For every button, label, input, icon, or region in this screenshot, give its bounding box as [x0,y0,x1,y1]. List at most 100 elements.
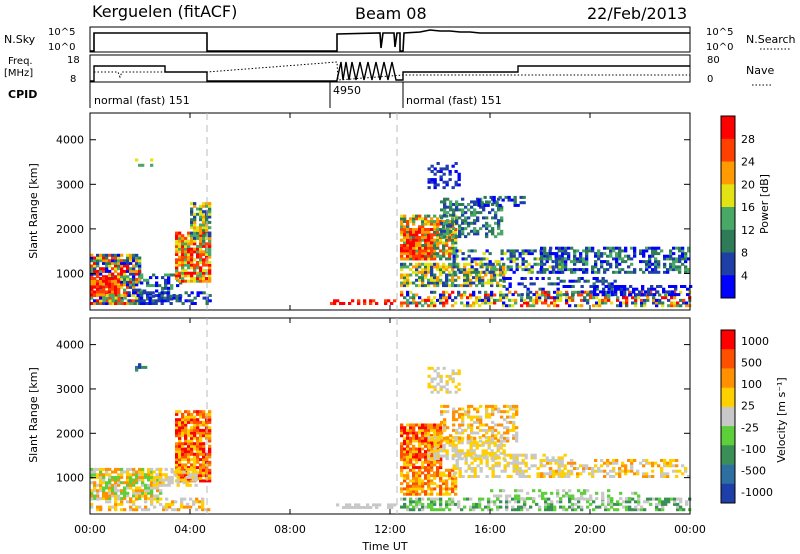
heatmap-cell-power-2339 [571,293,575,297]
heatmap-cell-power-1362 [625,298,629,302]
heatmap-cell-vel-1528 [597,469,601,473]
heatmap-cell-vel-1068 [460,441,464,445]
heatmap-cell-power-2322 [541,287,545,291]
heatmap-cell-power-2266 [433,183,437,187]
heatmap-cell-vel-1137 [502,457,506,461]
heatmap-cell-vel-1309 [515,426,519,430]
heatmap-cell-power-1845 [461,252,465,256]
heatmap-cell-vel-1958 [442,366,446,370]
heatmap-cell-power-1148 [427,298,431,302]
heatmap-cell-vel-1818 [634,505,638,509]
heatmap-cell-power-1436 [400,265,404,269]
heatmap-cell-vel-1658 [433,497,437,501]
heatmap-cell-power-1033 [400,246,404,250]
heatmap-cell-vel-1692 [475,502,479,506]
heatmap-cell-power-1115 [430,249,434,253]
heatmap-cell-vel-1798 [610,500,614,504]
heatmap-cell-vel-1270 [500,434,504,438]
heatmap-cell-power-1442 [403,273,407,277]
heatmap-cell-vel-1364 [491,475,495,478]
heatmap-cell-power-1524 [442,268,446,272]
heatmap-cell-power-434 [178,255,182,259]
heatmap-cell-vel-687 [403,447,407,451]
heatmap-cell-vel-1718 [508,500,512,504]
heatmap-cell-vel-1572 [636,469,640,473]
heatmap-cell-power-291 [102,282,106,286]
heatmap-cell-vel-252 [144,508,148,512]
heatmap-cell-vel-825 [433,463,437,467]
heatmap-cell-vel-1785 [592,500,596,504]
heatmap-cell-vel-11 [93,486,97,490]
heatmap-cell-power-190 [126,283,130,287]
heatmap-cell-vel-84 [114,467,118,471]
heatmap-cell-power-1948 [545,268,549,272]
heatmap-cell-power-1342 [604,293,608,297]
heatmap-cell-vel-1147 [443,436,447,440]
heatmap-cell-vel-1863 [685,500,689,504]
heatmap-cell-vel-1808 [625,508,629,512]
heatmap-cell-vel-872 [400,471,404,475]
heatmap-cell-power-1503 [433,278,437,282]
colorbar-swatch-vel-7 [721,464,735,485]
heatmap-cell-vel-184 [150,494,154,498]
heatmap-cell-power-2302 [505,287,509,291]
heatmap-cell-power-1138 [415,304,419,308]
heatmap-cell-vel-1241 [485,404,489,408]
heatmap-cell-vel-1019 [436,457,440,461]
heatmap-cell-vel-509 [202,479,206,483]
heatmap-cell-vel-1812 [628,508,632,512]
heatmap-cell-power-222 [132,280,136,284]
heatmap-cell-power-1933 [530,252,534,256]
heatmap-cell-power-1883 [497,260,501,264]
heatmap-cell-vel-1558 [624,472,628,476]
heatmap-cell-power-1485 [424,262,428,266]
heatmap-cell-vel-960 [439,490,443,494]
heatmap-cell-vel-383 [184,450,188,454]
heatmap-cell-vel-778 [421,423,425,427]
heatmap-cell-power-1718 [464,216,468,220]
heatmap-cell-vel-1639 [418,502,422,506]
heatmap-cell-vel-94 [120,497,124,501]
heatmap-cell-power-612 [190,210,194,214]
heatmap-cell-power-404 [176,294,180,298]
heatmap-cell-vel-183 [147,467,151,471]
heatmap-cell-power-1316 [583,298,587,302]
heatmap-cell-power-1229 [502,296,506,300]
heatmap-cell-power-1101 [424,236,428,239]
heatmap-cell-vel-627 [191,475,195,479]
heatmap-cell-power-1037 [403,257,407,261]
heatmap-cell-vel-250 [138,505,142,509]
heatmap-cell-power-41 [96,264,100,268]
heatmap-cell-power-1166 [442,293,446,297]
heatmap-cell-power-2283 [445,180,449,184]
heatmap-cell-power-2372 [613,279,617,283]
heatmap-cell-power-1788 [497,227,501,231]
heatmap-cell-vel-663 [387,503,391,507]
heatmap-cell-power-244 [135,259,139,263]
heatmap-cell-vel-1559 [624,469,628,473]
heatmap-cell-power-46 [99,302,103,305]
heatmap-cell-power-726 [175,299,179,303]
heatmap-cell-vel-710 [409,463,413,467]
heatmap-cell-vel-1689 [472,505,476,509]
heatmap-cell-power-236 [135,288,139,292]
heatmap-cell-vel-1071 [463,451,467,455]
heatmap-cell-vel-1102 [481,443,485,447]
heatmap-cell-vel-875 [403,487,407,491]
heatmap-cell-vel-1682 [463,505,467,509]
heatmap-cell-vel-99 [120,473,124,477]
heatmap-cell-vel-1520 [588,467,592,470]
colorbar-swatch-power-0 [721,116,735,140]
heatmap-cell-power-1917 [521,257,525,261]
heatmap-cell-power-198 [126,259,130,263]
heatmap-cell-power-302 [108,287,112,291]
heatmap-cell-vel-1502 [570,472,574,476]
heatmap-cell-vel-1800 [613,508,617,512]
heatmap-cell-power-1993 [543,249,547,253]
heatmap-cell-vel-1587 [651,461,655,465]
heatmap-cell-vel-815 [430,450,434,454]
heatmap-cell-vel-630 [191,467,195,471]
heatmap-cell-vel-275 [174,508,178,512]
heatmap-cell-power-2251 [684,252,688,256]
heatmap-cell-power-1227 [502,304,506,308]
